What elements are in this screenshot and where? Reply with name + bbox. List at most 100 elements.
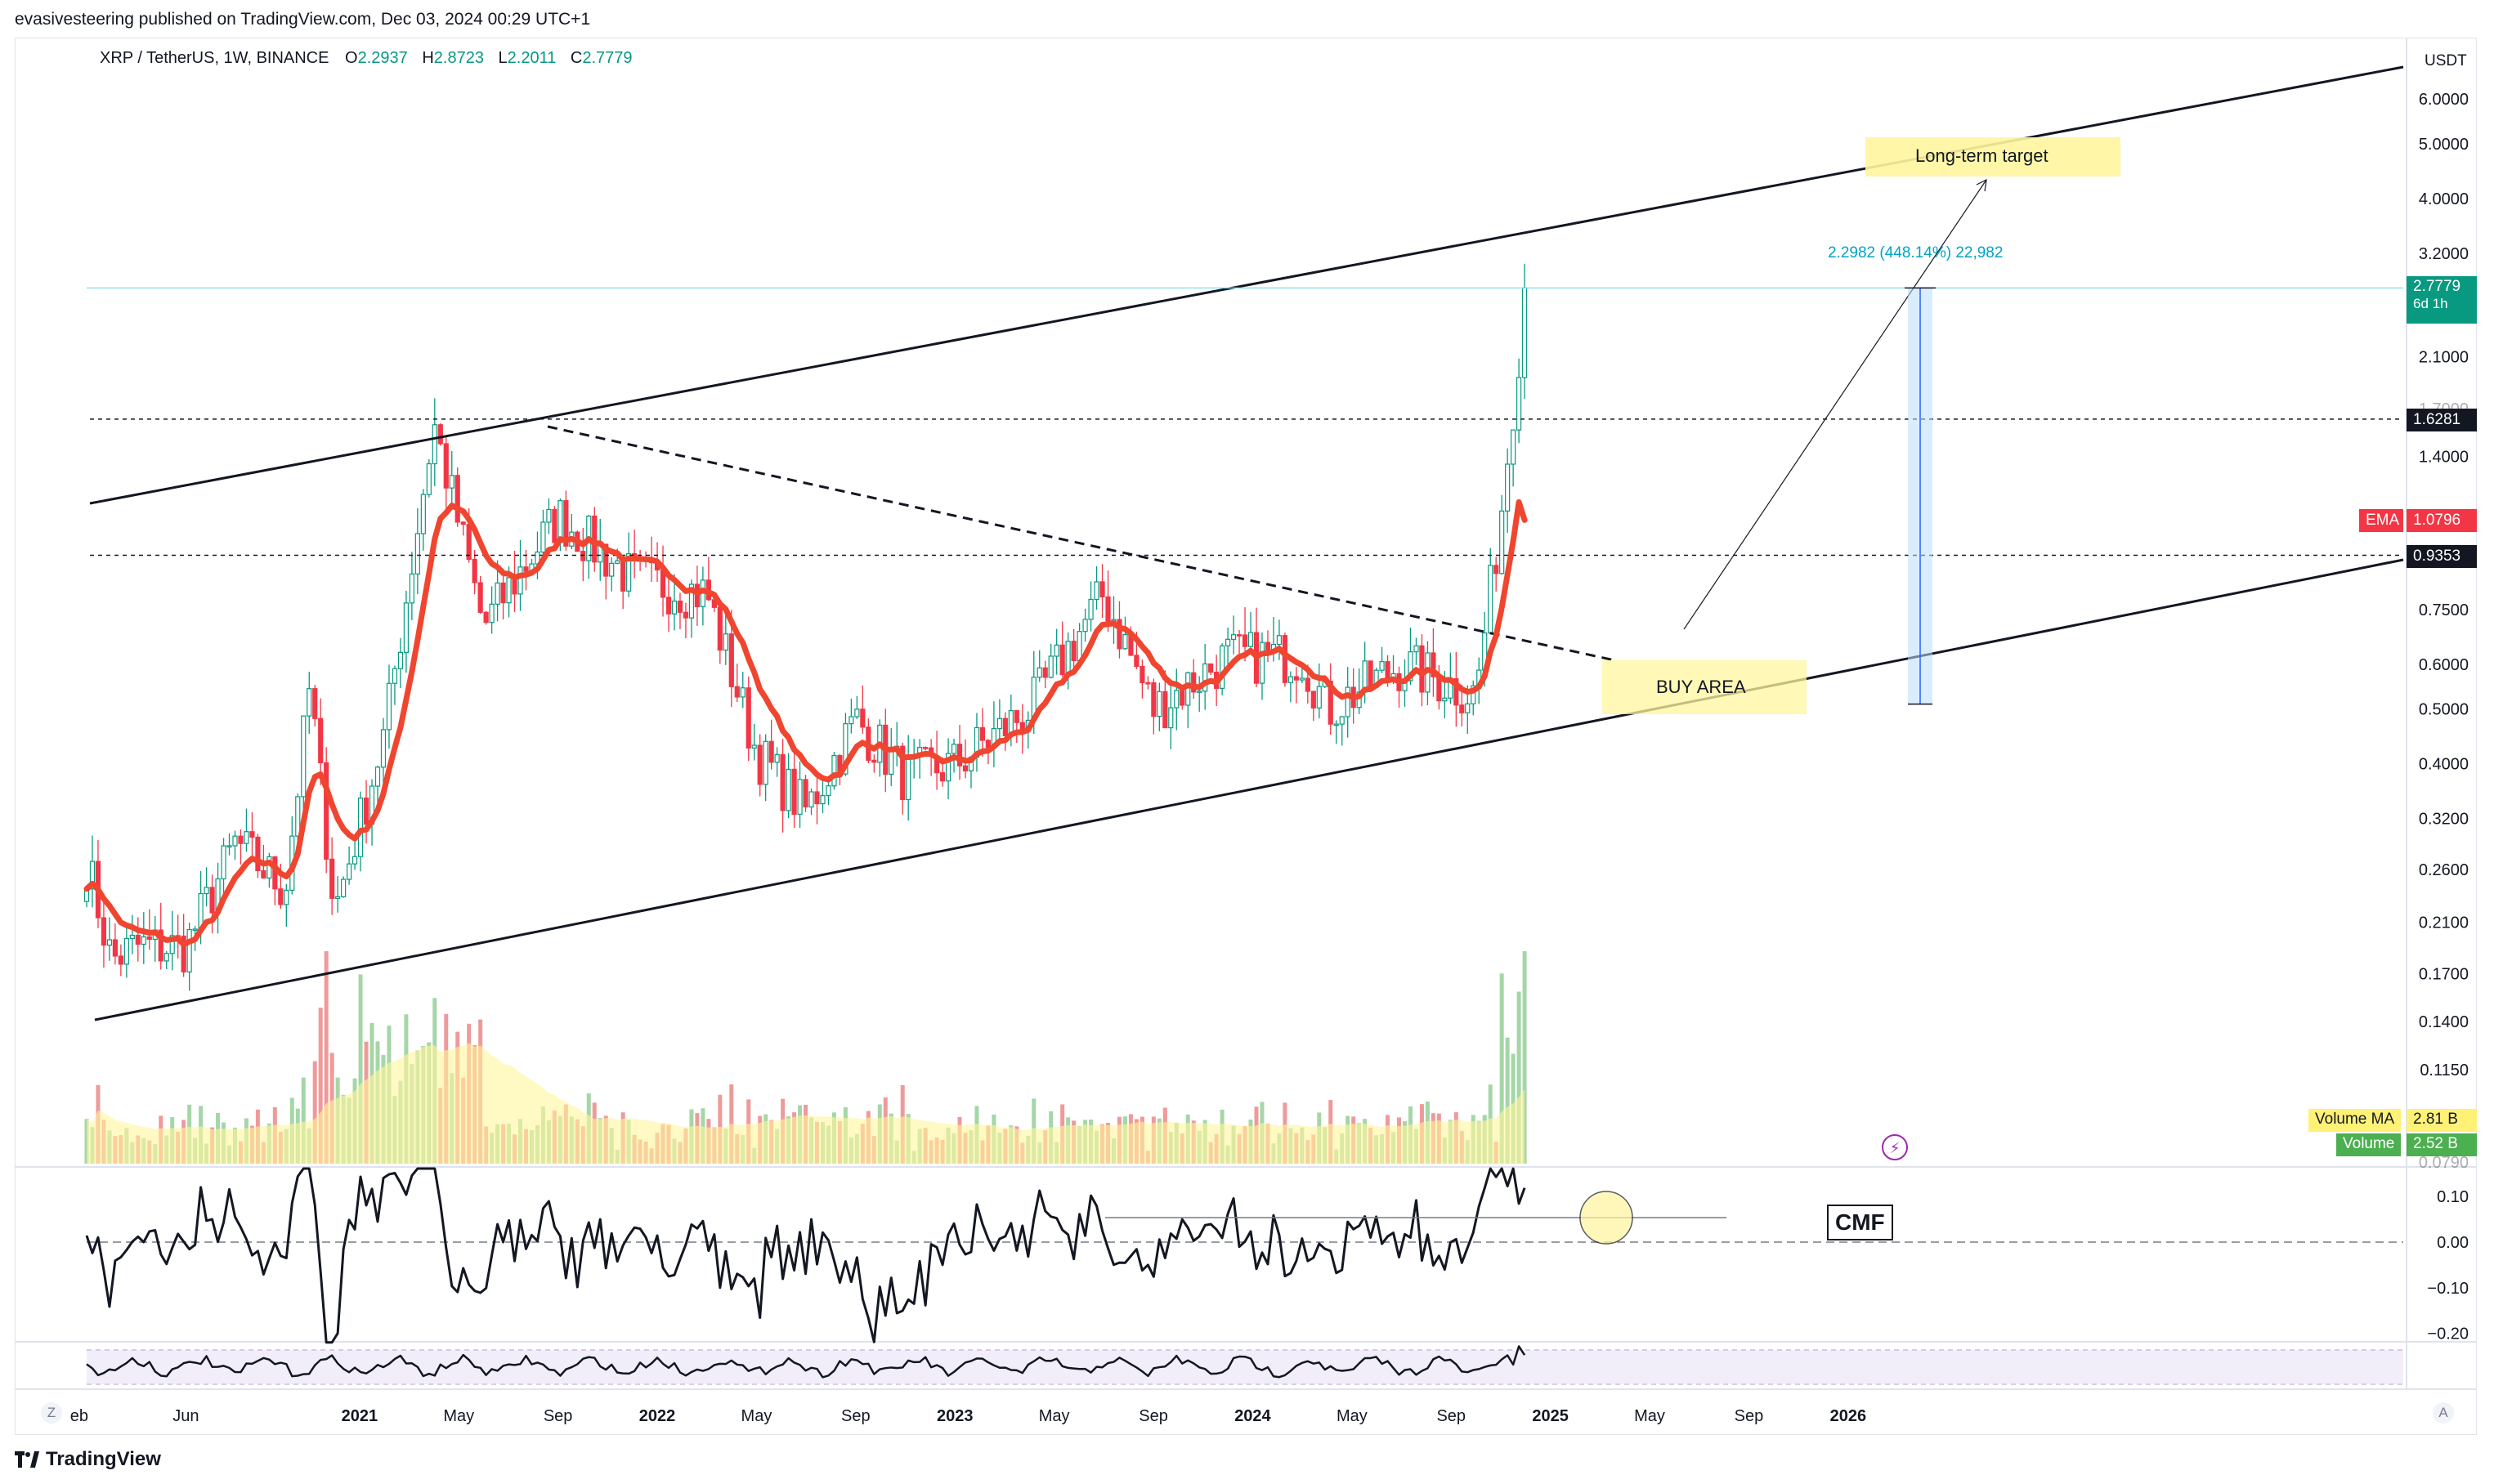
candle-body xyxy=(158,929,163,962)
target-arrow-line xyxy=(1683,179,1987,630)
volume-ma-label: Volume MA xyxy=(2308,1109,2402,1132)
candle-body xyxy=(261,869,266,879)
price-tick-label: 0.5000 xyxy=(2419,701,2469,719)
candle-body xyxy=(123,937,129,965)
candle-body xyxy=(357,797,364,857)
candle-body xyxy=(1145,682,1151,685)
symbol-name[interactable]: XRP / TetherUS, 1W, BINANCE xyxy=(100,49,329,67)
candle-body xyxy=(768,740,774,763)
time-tick-label: eb xyxy=(70,1407,88,1425)
candle-body xyxy=(580,551,586,561)
candle-body xyxy=(1236,634,1243,637)
candle-body xyxy=(996,717,1002,730)
candle-body xyxy=(1208,663,1214,673)
candle-body xyxy=(301,715,307,798)
candle-body xyxy=(751,744,757,749)
ema-value-tag: 1.0796 xyxy=(2407,509,2477,532)
candle-body xyxy=(1117,619,1122,650)
candle-body xyxy=(1328,681,1333,725)
candle-body xyxy=(1505,463,1511,512)
volume-bar xyxy=(1522,951,1527,1164)
candle-body xyxy=(677,600,683,613)
volume-ma-value: 2.81 B xyxy=(2407,1109,2477,1132)
price-tick-label: 2.1000 xyxy=(2419,348,2469,366)
candle-body xyxy=(791,768,797,816)
candle-body xyxy=(803,779,808,808)
volume-bar xyxy=(358,974,363,1164)
channel-lower-line xyxy=(94,558,2404,1021)
candle-body xyxy=(717,606,723,651)
auto-scale-button[interactable]: A xyxy=(2433,1402,2454,1424)
candle-body xyxy=(307,688,312,717)
osc-band xyxy=(87,1350,2403,1384)
volume-bar xyxy=(1499,973,1504,1164)
candle-body xyxy=(477,582,483,613)
candle-body xyxy=(1180,690,1185,706)
candle-body xyxy=(939,772,946,782)
candle-body xyxy=(552,508,557,543)
volume-bar xyxy=(301,1077,306,1164)
candle-body xyxy=(1151,682,1157,717)
time-tick-label: Sep xyxy=(544,1407,573,1425)
candle-body xyxy=(523,566,529,572)
candle-body xyxy=(671,600,678,615)
price-tick-label: 0.1700 xyxy=(2419,966,2469,984)
candle-body xyxy=(472,558,477,583)
candle-body xyxy=(1459,704,1465,713)
price-tick-label: 0.2100 xyxy=(2419,914,2469,932)
candle-body xyxy=(380,729,387,768)
candle-body xyxy=(889,749,894,776)
footer-brand: TradingView xyxy=(46,1448,161,1470)
candle-body xyxy=(746,687,751,749)
candle-body xyxy=(1174,690,1180,708)
axes: 6.0000 5.0000 4.0000 3.2000 2.1000 1.4000 0.75… xyxy=(70,91,2469,1425)
level-low-tag: 0.9353 xyxy=(2407,545,2477,568)
tradingview-logo-icon xyxy=(15,1450,39,1469)
long-term-target-box[interactable] xyxy=(1865,137,2120,177)
candle-body xyxy=(414,533,420,574)
candle-body xyxy=(1202,663,1208,692)
buy-area-box[interactable] xyxy=(1602,660,1807,714)
candle-body xyxy=(295,796,301,837)
candle-body xyxy=(420,494,426,534)
last-price-tag: 2.7779 6d 1h xyxy=(2407,276,2477,324)
candle-body xyxy=(603,543,609,577)
candle-body xyxy=(820,795,826,805)
candle-body xyxy=(426,463,432,495)
candle-body xyxy=(1385,661,1390,679)
candle-body xyxy=(1162,691,1168,729)
time-tick-label: 2026 xyxy=(1830,1407,1867,1425)
price-tick-label: 0.3200 xyxy=(2419,811,2469,829)
candle-body xyxy=(1037,667,1042,678)
currency-label[interactable]: USDT xyxy=(2425,52,2467,69)
candle-body xyxy=(1493,565,1499,574)
volume-ma-area xyxy=(87,1043,1525,1164)
candle-body xyxy=(683,611,689,619)
candle-body xyxy=(312,688,318,719)
candle-body xyxy=(1220,645,1225,689)
time-tick-label: Sep xyxy=(1735,1407,1764,1425)
publish-info: evasivesteering published on TradingView… xyxy=(15,10,591,29)
candle-body xyxy=(437,424,443,445)
candle-body xyxy=(688,583,695,619)
tradingview-logo[interactable]: TradingView xyxy=(15,1448,161,1471)
axis-separators xyxy=(15,38,2477,1390)
time-tick-label: 2022 xyxy=(639,1407,676,1425)
candle-body xyxy=(1088,598,1094,620)
candle-body xyxy=(146,936,152,941)
candle-body xyxy=(860,708,866,728)
measure-label: 2.2982 (448.14%) 22,982 xyxy=(1828,244,2004,261)
buy-area-label: BUY AREA xyxy=(1656,677,1746,697)
candle-body xyxy=(1042,667,1048,678)
candle-body xyxy=(1408,651,1413,682)
ema-line xyxy=(83,498,1528,948)
candle-body xyxy=(979,726,986,741)
candle-body xyxy=(1431,652,1436,677)
candle-body xyxy=(466,523,472,561)
candle-body xyxy=(1082,619,1088,632)
time-tick-label: 2021 xyxy=(342,1407,378,1425)
candle-body xyxy=(626,553,632,592)
zoom-reset-button[interactable]: Z xyxy=(41,1402,62,1424)
time-tick-label: 2024 xyxy=(1234,1407,1271,1425)
